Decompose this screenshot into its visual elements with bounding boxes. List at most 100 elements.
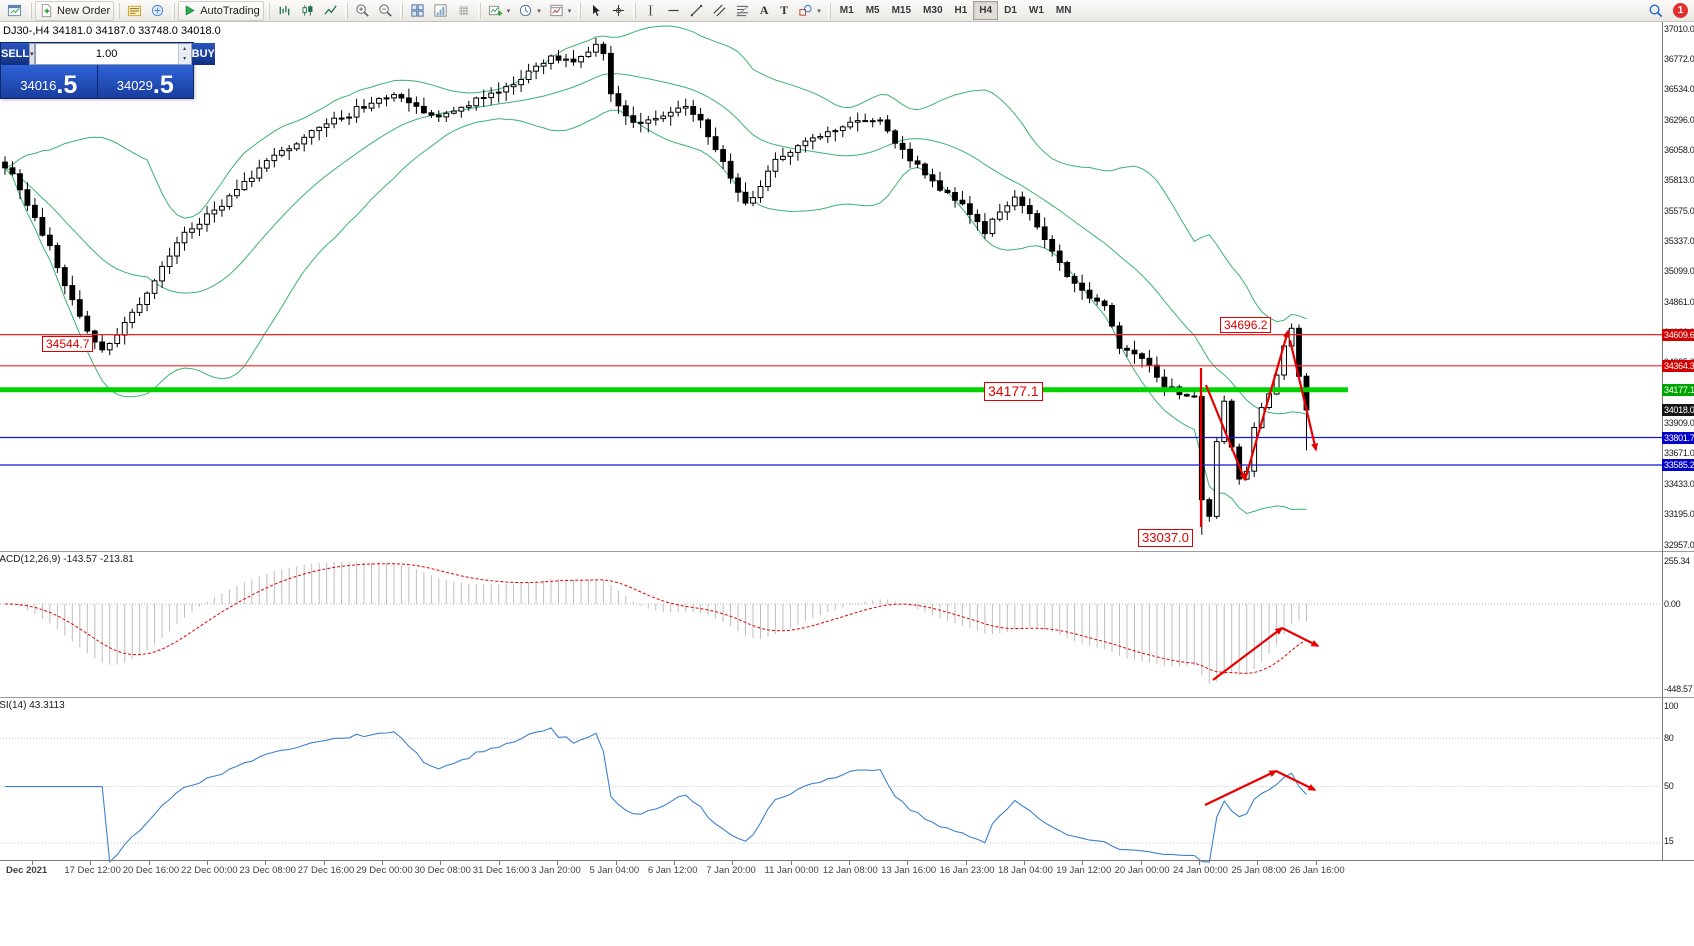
chart-object-labels: 34544.7 34696.2 34177.1 33037.0	[0, 22, 1694, 946]
volume-decrease-button[interactable]: ▾	[178, 54, 191, 64]
candlestick-chart-icon[interactable]	[296, 1, 319, 21]
chevron-down-icon: ▾	[506, 7, 511, 15]
sell-price-fraction: .5	[56, 70, 78, 99]
chart-price-label[interactable]: 33037.0	[1138, 529, 1193, 547]
rsi-line	[5, 727, 1307, 863]
buy-price-button[interactable]: 34029.5	[97, 65, 193, 98]
tile-windows-icon[interactable]	[406, 1, 429, 21]
price-axis-marker: 34018.0	[1662, 403, 1694, 416]
crosshair-icon[interactable]	[607, 1, 630, 21]
time-axis-label: 26 Jan 16:00	[1289, 865, 1345, 876]
timeframe-m5[interactable]: M5	[860, 1, 886, 20]
time-axis-tick	[90, 861, 92, 865]
new-order-button[interactable]: New Order	[35, 0, 115, 21]
chart-symbol-ohlc: DJ30-,H4 34181.0 34187.0 33748.0 34018.0	[3, 25, 221, 37]
timeframe-m30[interactable]: M30	[917, 1, 948, 20]
text-tool-icon[interactable]: A	[754, 1, 774, 21]
cursor-icon[interactable]	[584, 1, 607, 21]
time-axis[interactable]: Dec 2021 17 Dec 12:00 20 Dec 16:00 22 Dec 0…	[0, 860, 1694, 946]
grid-icon[interactable]	[452, 1, 475, 21]
bar-chart-icon[interactable]	[273, 1, 296, 21]
macd-scale-label: -448.57	[1664, 684, 1693, 694]
search-icon[interactable]	[1644, 1, 1667, 21]
chart-price-label[interactable]: 34177.1	[984, 382, 1043, 401]
horizontal-level-lines[interactable]	[0, 334, 1662, 466]
macd-histogram	[12, 562, 1307, 684]
time-axis-tick	[440, 861, 442, 865]
volume-dropdown-button[interactable]: ▾	[29, 43, 35, 65]
volume-spinner: ▴ ▾	[177, 44, 191, 64]
time-axis-label: 22 Dec 00:00	[181, 865, 238, 876]
time-axis-label: 6 Jan 12:00	[647, 865, 698, 876]
time-axis-tick	[673, 861, 675, 865]
timeframe-h4[interactable]: H4	[973, 1, 999, 20]
template-button[interactable]: ▾	[545, 1, 576, 21]
timeframe-m15[interactable]: M15	[886, 1, 917, 20]
price-axis-tick: 33433.0	[1664, 478, 1694, 489]
zoom-in-icon[interactable]	[351, 1, 374, 21]
toolbar-separator	[827, 2, 831, 19]
data-window-icon[interactable]	[146, 1, 169, 21]
auto-arrange-icon[interactable]	[429, 1, 452, 21]
market-watch-icon[interactable]	[123, 1, 146, 21]
price-axis-marker: 34177.1	[1662, 383, 1694, 396]
chart-window-icon[interactable]	[3, 1, 26, 21]
timeframe-w1[interactable]: W1	[1023, 1, 1050, 20]
label-tool-icon[interactable]: T	[774, 1, 794, 21]
buy-button[interactable]: BUY	[191, 43, 215, 65]
period-button[interactable]: ▾	[514, 1, 545, 21]
new-chart-button[interactable]: ▾	[484, 1, 515, 21]
toolbar-separator	[117, 2, 121, 19]
autotrading-button[interactable]: AutoTrading	[178, 0, 264, 21]
rsi-indicator-label: RSI(14) 43.3113	[0, 700, 65, 711]
chart-price-label[interactable]: 34544.7	[42, 336, 94, 353]
chart-price-label[interactable]: 34696.2	[1220, 317, 1272, 334]
fibonacci-icon[interactable]	[731, 1, 754, 21]
sell-price-button[interactable]: 34016.5	[1, 65, 98, 98]
price-axis-tick: 33909.0	[1664, 418, 1694, 429]
price-axis-tick: 32957.0	[1664, 539, 1694, 550]
time-axis-tick	[790, 861, 792, 865]
time-axis-tick	[848, 861, 850, 865]
chart-window[interactable]: DJ30-,H4 34181.0 34187.0 33748.0 34018.0…	[0, 22, 1694, 946]
notification-badge[interactable]: 1	[1673, 3, 1688, 18]
time-axis-label: 5 Jan 04:00	[589, 865, 640, 876]
timeframe-d1[interactable]: D1	[998, 1, 1023, 20]
price-axis[interactable]: 37010.0 36772.0 36534.0 36296.0 36058.0 35813…	[1662, 22, 1694, 860]
chart-canvas[interactable]	[0, 22, 1694, 946]
price-axis-tick: 35813.0	[1664, 175, 1694, 186]
toolbar-separator	[266, 2, 270, 19]
channel-icon[interactable]	[708, 1, 731, 21]
toolbar-separator	[477, 2, 481, 19]
shapes-icon[interactable]: ▾	[794, 1, 825, 21]
macd-scale-label: 255.34	[1664, 556, 1690, 566]
main-toolbar: New Order AutoTrading ▾ ▾ ▾ A T ▾ M1 M5 M15 M30 H1 H…	[0, 0, 1694, 22]
time-axis-tick	[265, 861, 267, 865]
timeframe-m1[interactable]: M1	[834, 1, 860, 20]
time-axis-tick	[907, 861, 909, 865]
rsi-scale-label: 100	[1664, 701, 1679, 711]
time-axis-label: 29 Dec 00:00	[356, 865, 413, 876]
price-axis-tick: 37010.0	[1664, 23, 1694, 34]
time-axis-label: 17 Dec 12:00	[64, 865, 121, 876]
time-axis-label: 16 Jan 23:00	[939, 865, 995, 876]
zoom-out-icon[interactable]	[374, 1, 397, 21]
volume-input[interactable]	[35, 44, 178, 64]
horizontal-line-icon[interactable]	[662, 1, 685, 21]
chevron-down-icon: ▾	[537, 7, 541, 15]
trendline-icon[interactable]	[685, 1, 708, 21]
time-axis-label: Dec 2021	[6, 865, 48, 876]
bollinger-bands	[4, 25, 1307, 515]
timeframe-mn[interactable]: MN	[1050, 1, 1078, 20]
sell-button[interactable]: SELL	[1, 43, 30, 65]
time-axis-tick	[1199, 861, 1200, 865]
volume-increase-button[interactable]: ▴	[178, 44, 191, 54]
one-click-trading-panel: SELL ▾ ▴ ▾ BUY 34016.5 34029.5	[0, 42, 215, 99]
timeframe-h1[interactable]: H1	[949, 1, 974, 20]
price-axis-tick: 33195.0	[1664, 509, 1694, 520]
time-axis-label: 30 Dec 08:00	[414, 865, 471, 876]
line-chart-icon[interactable]	[319, 1, 342, 21]
time-axis-tick	[732, 861, 734, 865]
vertical-line-icon[interactable]	[639, 1, 662, 21]
drawn-arrow-annotations[interactable]	[1199, 329, 1320, 806]
